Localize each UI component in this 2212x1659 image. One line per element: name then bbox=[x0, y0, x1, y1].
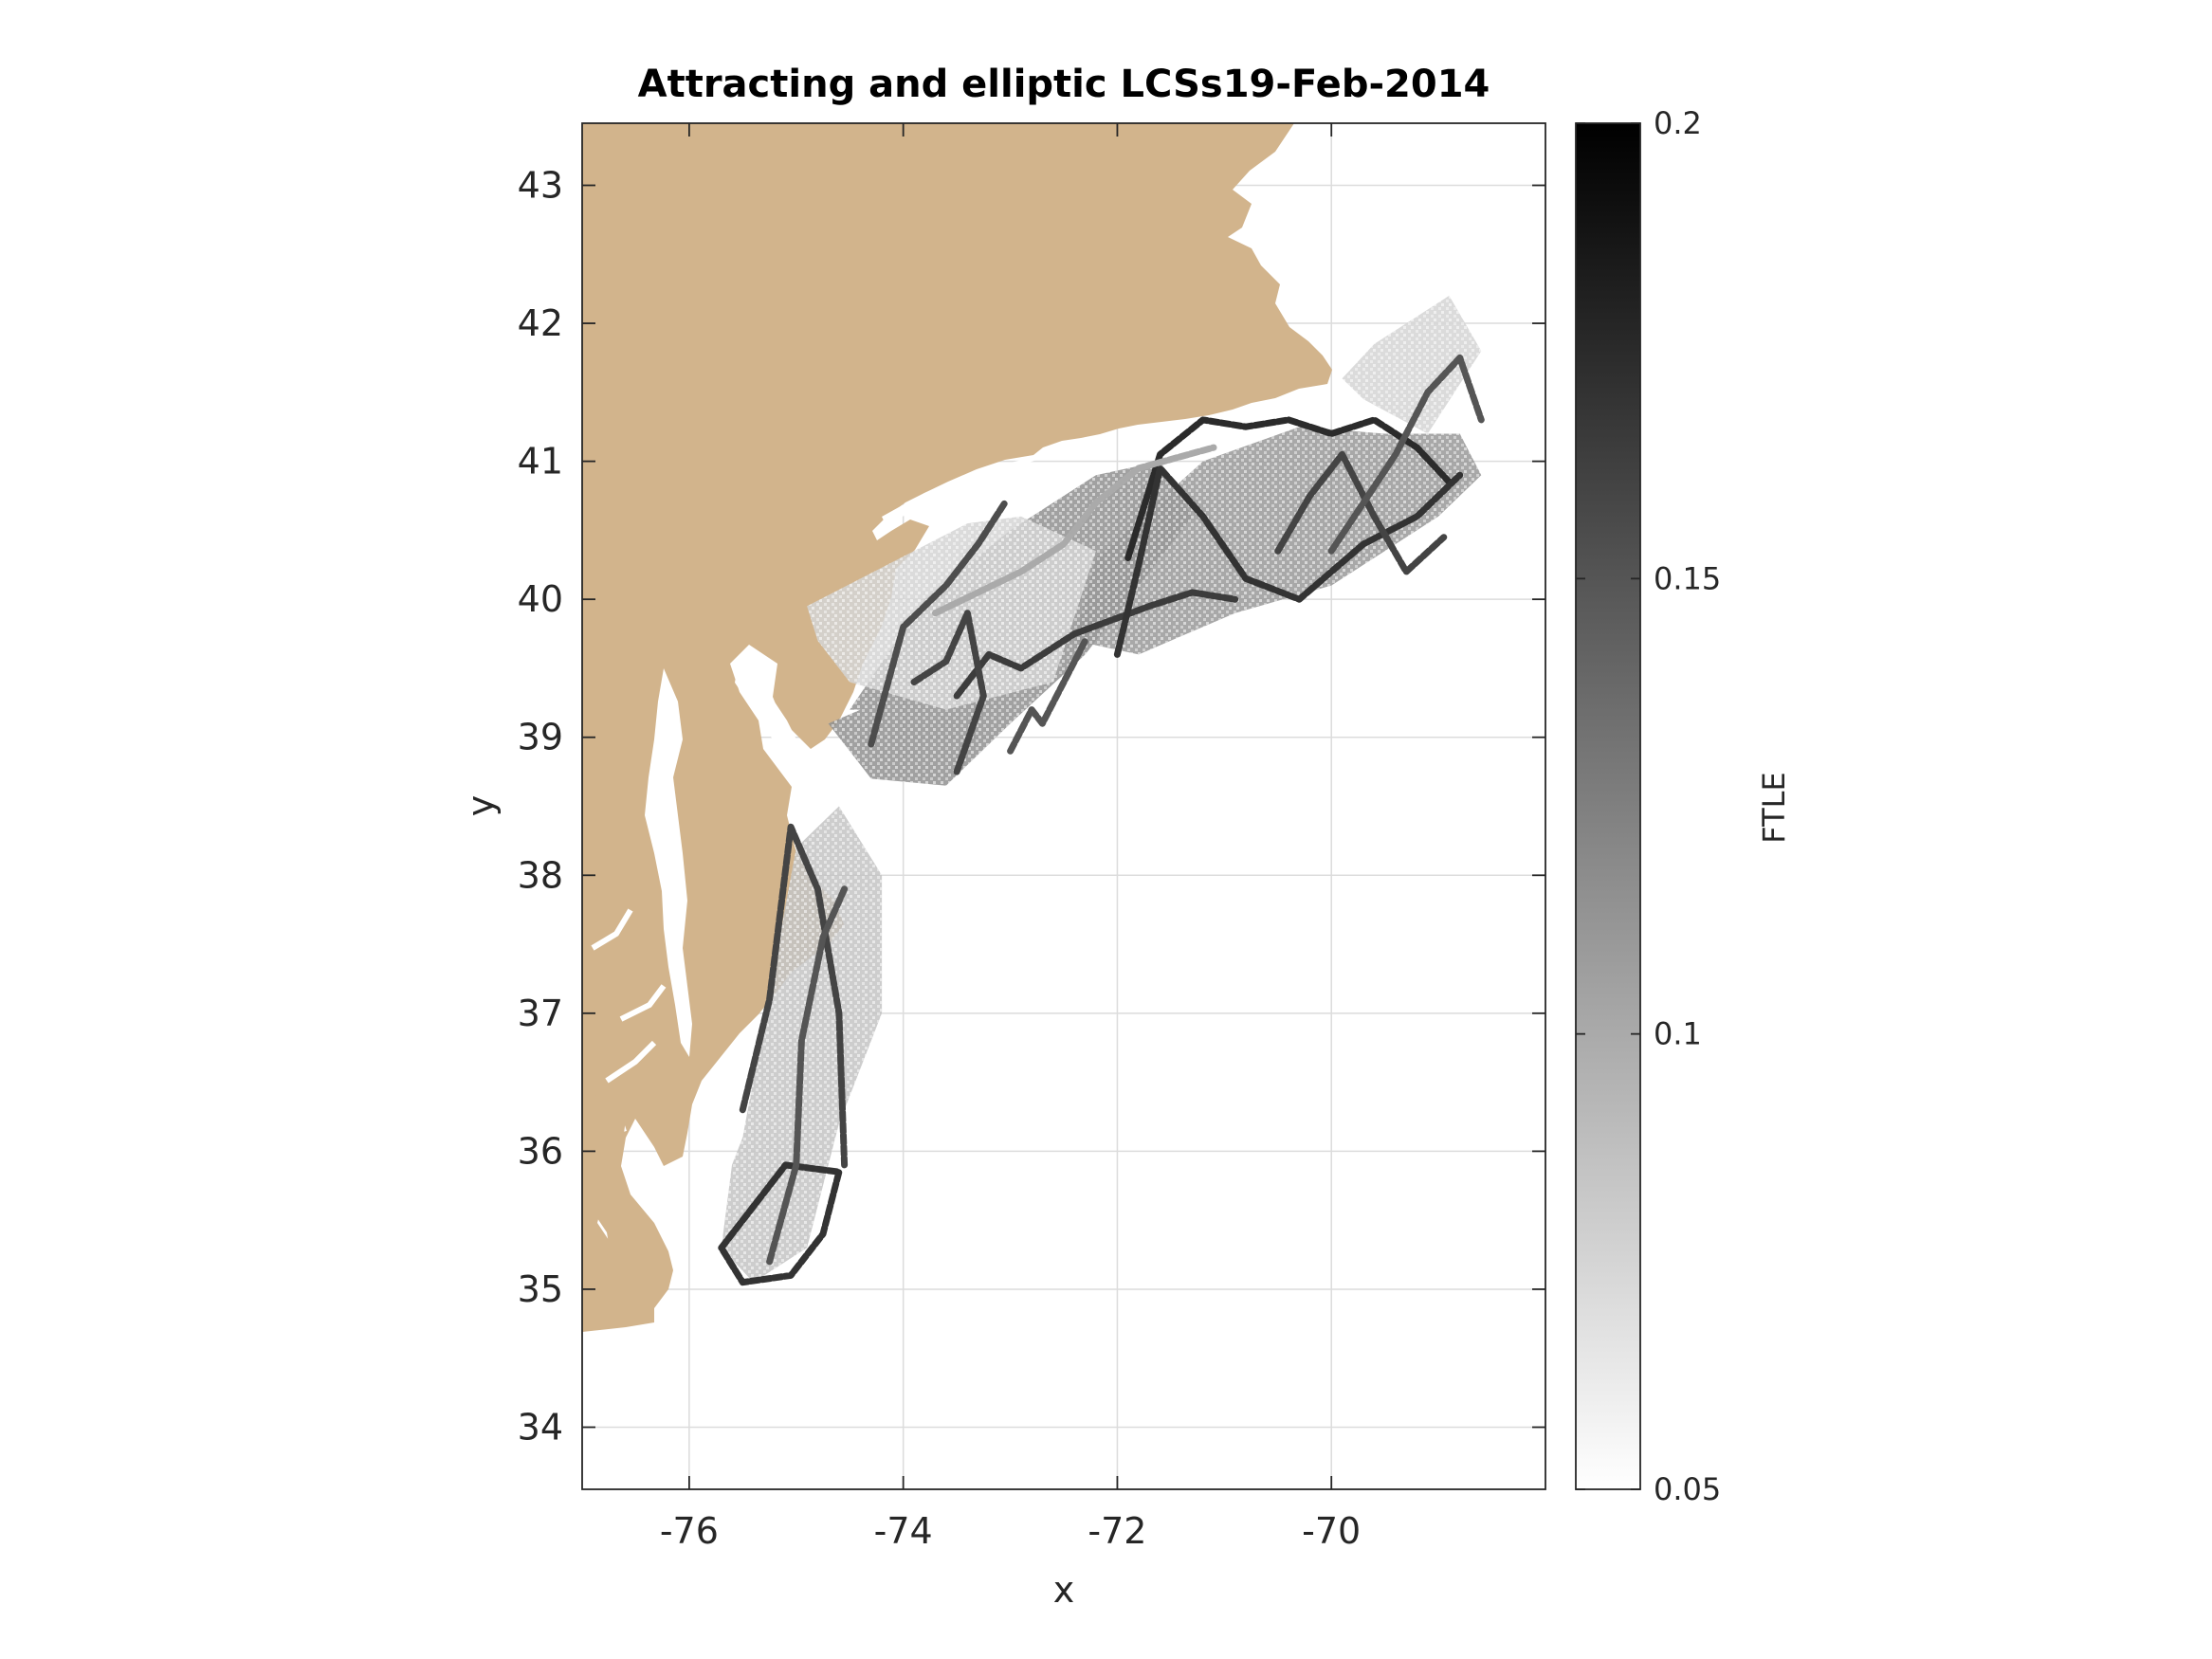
x-tick-label: -74 bbox=[874, 1510, 933, 1552]
x-tick-label: -72 bbox=[1088, 1510, 1146, 1552]
lcs-curves bbox=[718, 354, 1485, 1286]
lcs-curve bbox=[1274, 450, 1448, 575]
colorbar-tick-label: 0.15 bbox=[1654, 560, 1721, 596]
lcs-curve bbox=[718, 1161, 843, 1286]
lcs-curve bbox=[868, 499, 1009, 748]
colorbar-tick-label: 0.05 bbox=[1654, 1471, 1721, 1507]
y-tick-label: 43 bbox=[518, 165, 563, 207]
y-tick-label: 38 bbox=[518, 854, 563, 896]
lcs-curve bbox=[932, 444, 1217, 617]
land-polygon bbox=[582, 123, 1332, 1322]
lcs-curve bbox=[1007, 637, 1089, 755]
colorbar-tick-label: 0.2 bbox=[1654, 105, 1702, 141]
outer-banks-land bbox=[582, 1090, 654, 1332]
y-tick-label: 35 bbox=[518, 1268, 563, 1310]
long-island-sound bbox=[882, 438, 1090, 526]
lcs-curve bbox=[1113, 465, 1464, 658]
colorbar-ticks: 0.05 0.1 0.15 0.2 bbox=[1576, 105, 1721, 1507]
y-tick-label: 36 bbox=[518, 1130, 563, 1172]
ftle-region-texture bbox=[1342, 295, 1482, 434]
x-axis-label: x bbox=[1053, 1569, 1075, 1611]
lcs-curve bbox=[910, 610, 987, 775]
lcs-curve bbox=[766, 885, 849, 1266]
colorbar: 0.05 0.1 0.15 0.2 FTLE bbox=[1575, 105, 1792, 1507]
y-tick-labels: 34 35 36 37 38 39 40 41 42 43 bbox=[518, 165, 563, 1449]
chart-title: Attracting and elliptic LCSs19-Feb-2014 bbox=[638, 63, 1490, 106]
lcs-curve bbox=[739, 823, 849, 1169]
lcs-curve bbox=[1327, 354, 1485, 555]
x-tick-labels: -76 -74 -72 -70 bbox=[660, 1510, 1361, 1552]
land-mask bbox=[582, 123, 1332, 1332]
x-tick-label: -70 bbox=[1302, 1510, 1361, 1552]
y-tick-label: 37 bbox=[518, 993, 563, 1034]
colorbar-label: FTLE bbox=[1756, 772, 1792, 843]
rivers bbox=[591, 908, 667, 1140]
y-tick-label: 39 bbox=[518, 717, 563, 758]
x-tick-label: -76 bbox=[660, 1510, 719, 1552]
colorbar-tick-label: 0.1 bbox=[1654, 1016, 1702, 1052]
lcs-curve bbox=[953, 589, 1239, 700]
axis-ticks bbox=[582, 123, 1545, 1489]
axes-frame bbox=[581, 122, 1546, 1490]
y-tick-label: 34 bbox=[518, 1407, 563, 1449]
chesapeake-bay bbox=[645, 668, 692, 1057]
y-axis-label: y bbox=[460, 795, 502, 817]
colorbar-gradient bbox=[1575, 122, 1641, 1490]
y-tick-label: 41 bbox=[518, 441, 563, 483]
y-tick-label: 42 bbox=[518, 302, 563, 344]
y-tick-label: 40 bbox=[518, 578, 563, 620]
delaware-bay bbox=[735, 654, 801, 758]
ftle-region-texture bbox=[807, 516, 1096, 710]
